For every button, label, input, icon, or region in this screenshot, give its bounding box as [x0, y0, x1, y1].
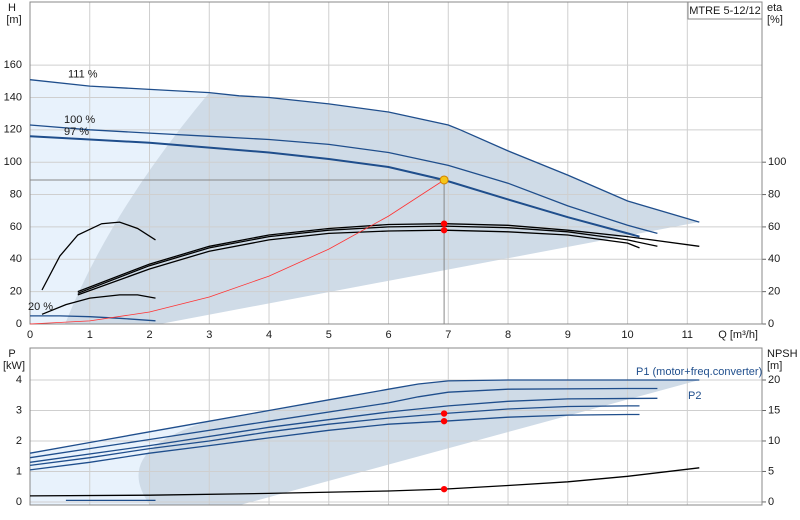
y2-axis-label: eta — [767, 2, 783, 14]
y-tick-label: 140 — [4, 91, 22, 103]
x-tick-label: 10 — [621, 329, 633, 341]
y2-tick-label: 80 — [768, 188, 780, 200]
y-tick-label: 100 — [4, 156, 22, 168]
curve — [41, 221, 156, 291]
y-tick-label: 60 — [10, 221, 22, 233]
low-speed-range — [30, 79, 210, 325]
x-tick-label: 0 — [27, 329, 33, 341]
duty-point — [439, 175, 449, 185]
y-axis-label: P — [8, 348, 15, 360]
curve — [29, 179, 445, 325]
y-axis-unit: [m] — [6, 14, 21, 26]
curve — [29, 405, 640, 467]
y2-tick-label: 0 — [768, 318, 774, 330]
y2-tick-label: 40 — [768, 253, 780, 265]
x-tick-label: 6 — [385, 329, 391, 341]
curve-label: 100 % — [64, 114, 95, 126]
curve — [77, 223, 700, 293]
curve — [29, 397, 658, 463]
y-tick-label: 20 — [10, 286, 22, 298]
y2-tick-label: 100 — [768, 156, 786, 168]
duty-point — [440, 220, 448, 227]
y2-tick-label: 10 — [768, 435, 780, 447]
y-tick-label: 0 — [16, 496, 22, 508]
x-tick-label: 3 — [206, 329, 212, 341]
y2-tick-label: 15 — [768, 404, 780, 416]
curve-label: 111 % — [68, 69, 98, 81]
curve — [29, 79, 700, 223]
y-tick-label: 80 — [10, 188, 22, 200]
y-tick-label: 0 — [16, 318, 22, 330]
operating-range — [30, 79, 700, 325]
x-tick-label: 2 — [146, 329, 152, 341]
chart-title: MTRE 5-12/12 — [689, 5, 761, 17]
y2-axis-label: NPSH — [767, 348, 798, 360]
low-speed-range — [30, 421, 210, 505]
y-tick-label: 4 — [16, 374, 22, 386]
curve-label: 97 % — [64, 126, 89, 138]
y-tick-label: 3 — [16, 404, 22, 416]
y2-tick-label: 5 — [768, 465, 774, 477]
duty-point — [440, 485, 448, 493]
curve — [29, 387, 658, 459]
duty-point — [440, 226, 448, 234]
title-box — [687, 1, 763, 20]
x-tick-label: 5 — [326, 329, 332, 341]
duty-point — [440, 410, 448, 417]
y-tick-label: 2 — [16, 435, 22, 447]
duty-point — [440, 417, 448, 425]
x-axis-label: Q [m³/h] — [718, 329, 758, 341]
x-tick-label: 4 — [266, 329, 272, 341]
y-axis-unit: [kW] — [3, 360, 25, 372]
operating-range — [30, 380, 700, 505]
annotation: P2 — [688, 390, 701, 402]
curve — [30, 315, 156, 322]
x-tick-label: 1 — [87, 329, 93, 341]
plot-frame — [29, 1, 763, 325]
panel: 0 1 2 3 4 5 6 7 8 9 10 11 0 20 40 60 80 100 120 140 160 0 20 40… — [4, 1, 786, 341]
curve — [41, 294, 156, 315]
y-tick-label: 40 — [10, 253, 22, 265]
plot-frame — [29, 347, 763, 506]
x-tick-label: 7 — [445, 329, 451, 341]
curve — [77, 225, 658, 294]
curve — [29, 135, 640, 238]
panel: 0 1 2 3 4 0 5 10 15 20 P[kW] NPSH[m] P1 (motor+freq.… — [3, 347, 798, 508]
y-tick-label: 1 — [16, 465, 22, 477]
y2-tick-label: 60 — [768, 221, 780, 233]
x-tick-label: 8 — [505, 329, 511, 341]
y2-axis-unit: [%] — [767, 14, 783, 26]
y2-tick-label: 20 — [768, 286, 780, 298]
annotation: P1 (motor+freq.converter) — [636, 366, 762, 378]
x-tick-label: 11 — [682, 329, 693, 341]
x-tick-label: 9 — [565, 329, 571, 341]
y-axis-label: H — [8, 2, 16, 14]
curve-label: 20 % — [28, 301, 53, 313]
y2-tick-label: 20 — [768, 374, 780, 386]
y-tick-label: 160 — [4, 59, 22, 71]
curve — [77, 229, 640, 296]
curve — [29, 124, 658, 235]
y2-tick-label: 0 — [768, 496, 774, 508]
curve — [29, 379, 700, 454]
curve — [29, 413, 640, 471]
y-tick-label: 120 — [4, 124, 22, 136]
y2-axis-unit: [m] — [767, 360, 782, 372]
